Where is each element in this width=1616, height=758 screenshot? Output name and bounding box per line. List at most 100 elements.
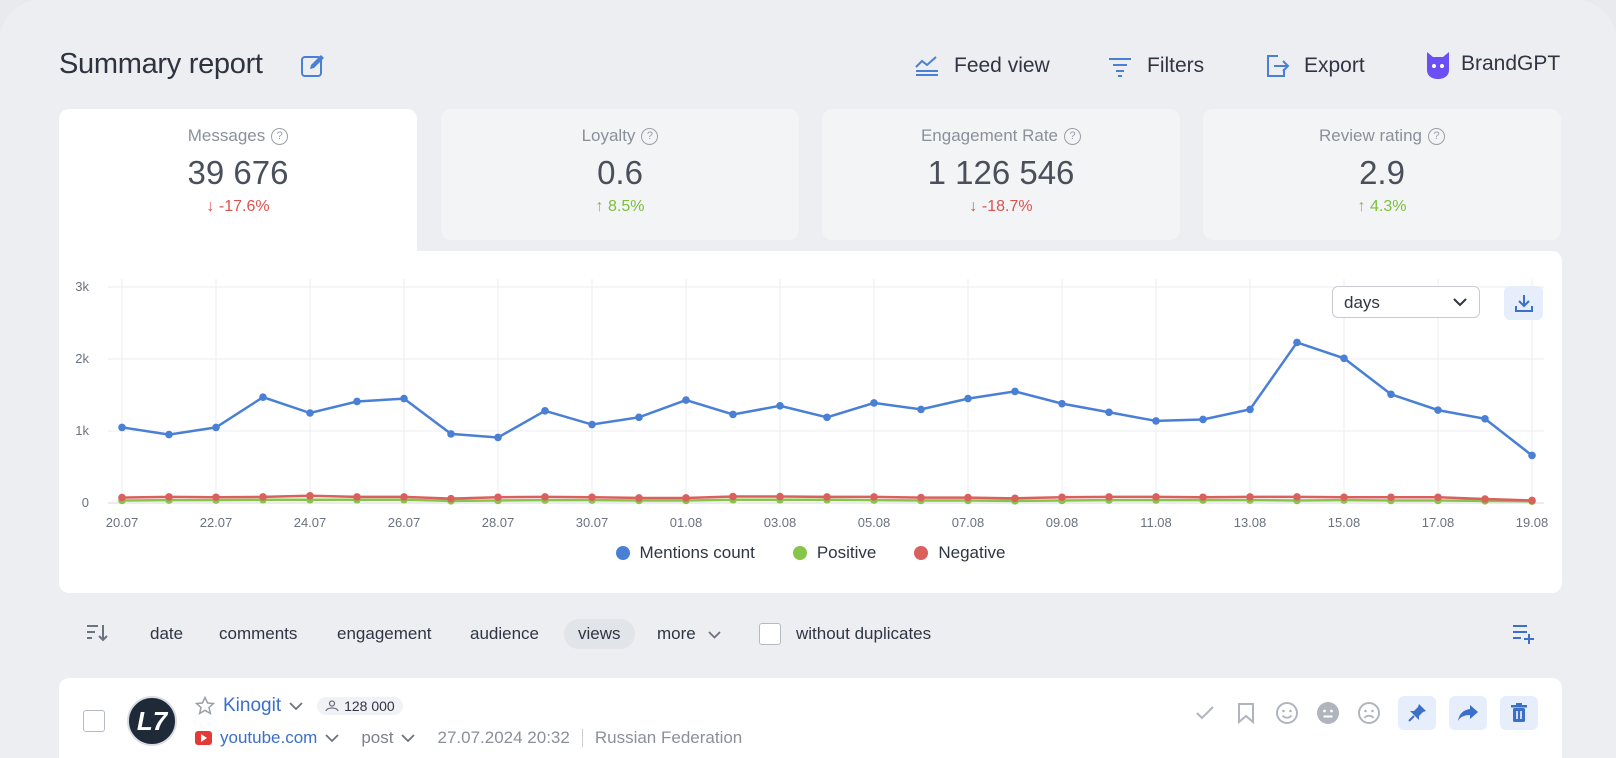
legend-item-mentions[interactable]: Mentions count bbox=[615, 543, 755, 563]
without-duplicates-checkbox[interactable] bbox=[759, 623, 781, 645]
data-point-negative bbox=[1199, 493, 1207, 502]
data-point-mentions-count bbox=[494, 433, 502, 442]
chevron-down-icon[interactable] bbox=[325, 733, 339, 743]
data-point-negative bbox=[635, 494, 643, 502]
share-button[interactable] bbox=[1449, 696, 1487, 730]
filter-icon bbox=[1109, 58, 1131, 77]
help-icon[interactable]: ? bbox=[1428, 127, 1445, 145]
y-tick-label: 1k bbox=[75, 423, 89, 438]
download-chart-button[interactable] bbox=[1504, 286, 1543, 320]
chevron-down-icon[interactable] bbox=[401, 733, 416, 743]
legend-label: Mentions count bbox=[639, 543, 755, 562]
sort-option-views[interactable]: views bbox=[564, 619, 635, 649]
kpi-review-rating[interactable]: Review rating? 2.9 ↑ 4.3% bbox=[1203, 109, 1561, 240]
x-tick-label: 17.08 bbox=[1422, 515, 1455, 530]
help-icon[interactable]: ? bbox=[641, 127, 659, 145]
data-point-mentions-count bbox=[823, 413, 831, 422]
sort-option-date[interactable]: date bbox=[150, 624, 184, 643]
smile-icon bbox=[1276, 702, 1298, 724]
sentiment-positive-button[interactable] bbox=[1271, 697, 1303, 729]
source-link[interactable]: youtube.com bbox=[220, 728, 318, 747]
post-select-checkbox[interactable] bbox=[83, 710, 105, 732]
data-point-negative bbox=[1293, 493, 1301, 501]
granularity-select[interactable]: days bbox=[1332, 286, 1480, 318]
sort-bar: date comments engagement audience views … bbox=[59, 616, 1562, 652]
chevron-down-icon[interactable] bbox=[289, 701, 303, 711]
post-card: L7 Kinogit 128 000 youtube.com post 27.0… bbox=[59, 678, 1562, 758]
kpi-label: Loyalty bbox=[581, 126, 636, 145]
author-row: Kinogit 128 000 bbox=[195, 695, 403, 717]
feed-view-label: Feed view bbox=[954, 54, 1050, 77]
granularity-value: days bbox=[1344, 293, 1380, 312]
chevron-down-icon bbox=[1453, 298, 1467, 307]
author-name[interactable]: Kinogit bbox=[223, 695, 282, 716]
star-icon[interactable] bbox=[195, 696, 215, 716]
kpi-label: Engagement Rate bbox=[920, 126, 1059, 145]
kpi-messages[interactable]: Messages? 39 676 ↓ -17.6% bbox=[59, 109, 417, 252]
data-point-mentions-count bbox=[1152, 417, 1160, 425]
kpi-loyalty[interactable]: Loyalty? 0.6 ↑ 8.5% bbox=[441, 109, 799, 240]
export-button[interactable]: Export bbox=[1264, 50, 1365, 82]
data-point-mentions-count bbox=[400, 394, 408, 403]
sort-option-more[interactable]: more bbox=[643, 619, 735, 649]
sort-icon[interactable] bbox=[85, 622, 109, 644]
help-icon[interactable]: ? bbox=[271, 127, 289, 145]
data-point-negative bbox=[823, 493, 831, 501]
legend-item-positive[interactable]: Positive bbox=[792, 543, 876, 563]
data-point-mentions-count bbox=[870, 399, 878, 407]
kpi-engagement-rate[interactable]: Engagement Rate? 1 126 546 ↓ -18.7% bbox=[822, 109, 1180, 240]
x-tick-label: 05.08 bbox=[858, 515, 891, 530]
data-point-negative bbox=[259, 493, 267, 501]
audience-icon bbox=[325, 700, 339, 712]
sort-option-audience[interactable]: audience bbox=[470, 624, 540, 643]
data-point-negative bbox=[917, 493, 925, 502]
sentiment-negative-button[interactable] bbox=[1353, 697, 1385, 729]
without-duplicates-label: without duplicates bbox=[796, 624, 932, 643]
chart-legend: Mentions count Positive Negative bbox=[59, 543, 1562, 563]
x-tick-label: 09.08 bbox=[1046, 515, 1079, 530]
data-point-negative bbox=[1434, 493, 1442, 502]
export-icon bbox=[1267, 55, 1290, 77]
sort-option-engagement[interactable]: engagement bbox=[337, 624, 432, 643]
bookmark-icon bbox=[1238, 703, 1254, 724]
x-tick-label: 07.08 bbox=[952, 515, 985, 530]
brandgpt-button[interactable]: BrandGPT bbox=[1425, 48, 1560, 80]
data-point-negative bbox=[306, 492, 314, 500]
help-icon[interactable]: ? bbox=[1064, 127, 1082, 145]
kpi-delta: ↓ -18.7% bbox=[969, 198, 1033, 215]
delete-button[interactable] bbox=[1500, 696, 1538, 730]
x-tick-label: 20.07 bbox=[106, 515, 139, 530]
legend-dot bbox=[914, 546, 929, 560]
x-tick-label: 01.08 bbox=[670, 515, 703, 530]
data-point-mentions-count bbox=[118, 423, 126, 432]
data-point-mentions-count bbox=[1199, 415, 1207, 424]
kpi-value: 39 676 bbox=[187, 154, 289, 191]
mentions-line-chart: 0 1k 2k 3k 20.07 22.07 24.07 26.07 28.07 30.07 01.… bbox=[75, 279, 1549, 530]
feed-view-button[interactable]: Feed view bbox=[914, 50, 1050, 82]
post-date: 27.07.2024 20:32 bbox=[437, 728, 570, 747]
pin-button[interactable] bbox=[1398, 696, 1436, 730]
post-type[interactable]: post bbox=[361, 728, 394, 747]
data-point-negative bbox=[165, 493, 173, 501]
x-tick-label: 24.07 bbox=[294, 515, 327, 530]
y-tick-label: 0 bbox=[82, 495, 89, 510]
sad-icon bbox=[1358, 702, 1380, 724]
x-tick-label: 26.07 bbox=[388, 515, 421, 530]
mark-read-button[interactable] bbox=[1189, 697, 1221, 729]
filters-button[interactable]: Filters bbox=[1107, 50, 1204, 82]
pin-icon bbox=[1408, 704, 1426, 722]
sentiment-neutral-button[interactable] bbox=[1312, 697, 1344, 729]
data-point-mentions-count bbox=[729, 410, 737, 419]
legend-item-negative[interactable]: Negative bbox=[914, 543, 1005, 563]
x-tick-label: 19.08 bbox=[1516, 515, 1549, 530]
brandgpt-label: BrandGPT bbox=[1461, 52, 1561, 75]
avatar[interactable]: L7 bbox=[127, 696, 177, 746]
sort-option-comments[interactable]: comments bbox=[219, 624, 298, 643]
data-point-negative bbox=[588, 493, 596, 502]
bookmark-button[interactable] bbox=[1230, 697, 1262, 729]
data-point-negative bbox=[1340, 493, 1348, 502]
add-column-icon[interactable] bbox=[1511, 622, 1535, 644]
edit-icon[interactable] bbox=[299, 52, 327, 80]
y-tick-label: 3k bbox=[75, 279, 89, 294]
